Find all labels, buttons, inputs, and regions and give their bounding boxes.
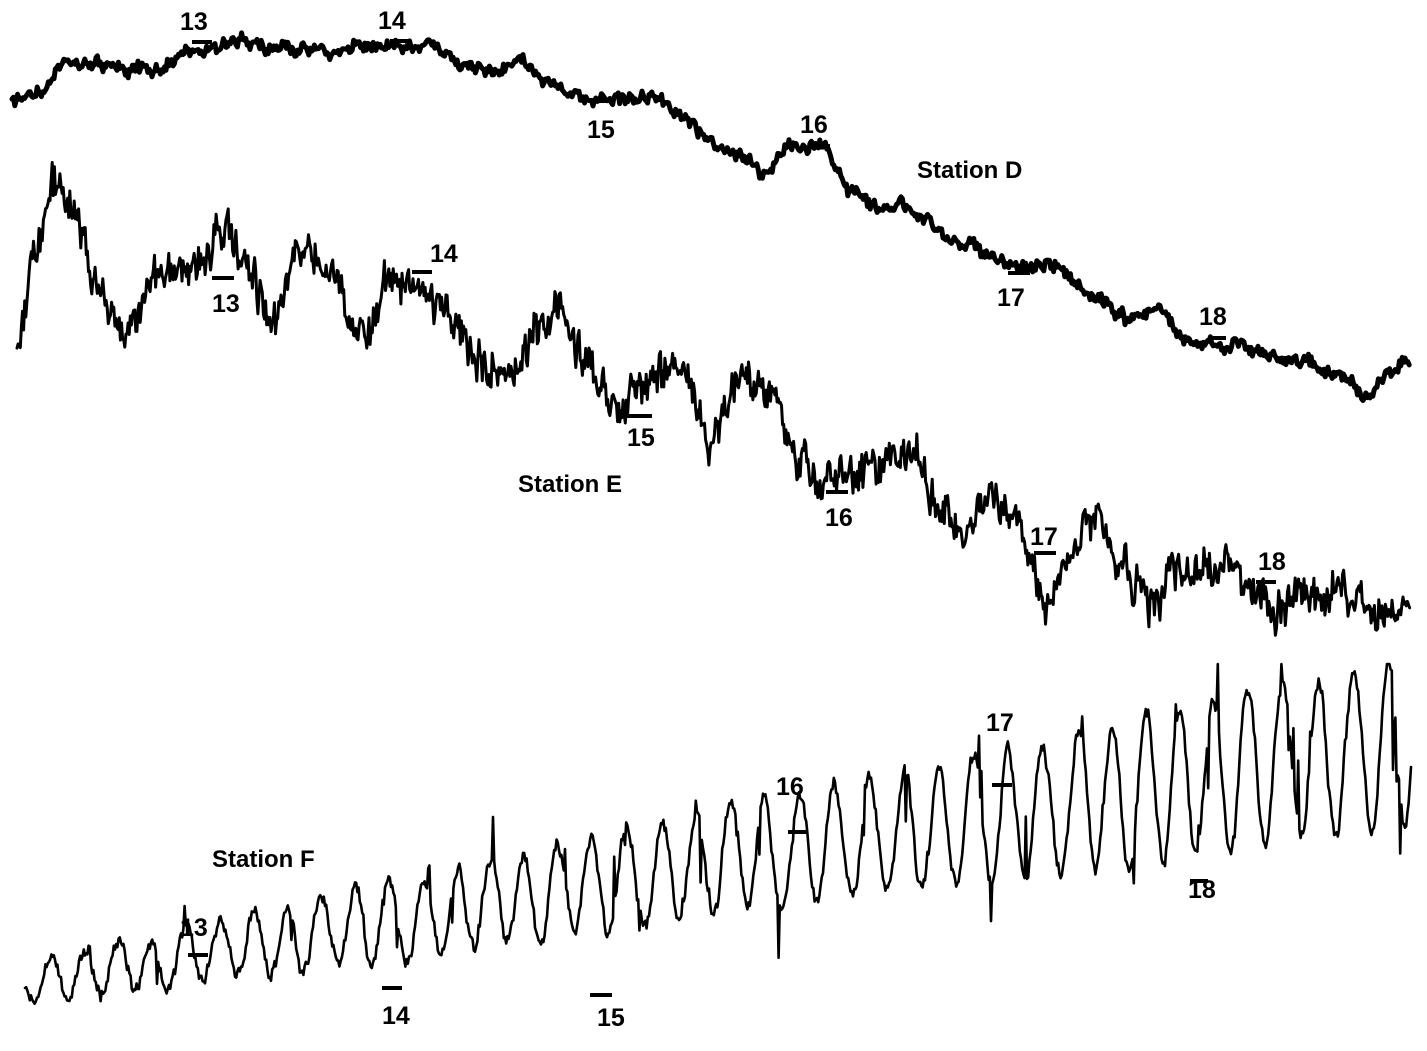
hour-label-13: 13 [180,8,208,36]
station-d-label: Station D [917,157,1022,184]
hour-label-17: 17 [997,284,1025,312]
station-e-label: Station E [518,471,622,498]
station-f-label: Station F [212,846,315,873]
hour-label-15: 15 [597,1004,625,1032]
hour-label-14: 14 [430,240,458,268]
station-d-record: Station D 13 14 15 16 17 18 [9,7,1412,403]
hour-label-16: 16 [776,773,804,801]
station-f-record: Station F 13 14 15 16 17 18 [23,662,1413,1032]
station-e-record: Station E 13 14 15 16 17 18 [15,161,1412,637]
hour-label-14: 14 [382,1002,410,1030]
hour-label-17: 17 [986,709,1014,737]
hour-label-18: 18 [1199,303,1227,331]
hour-label-16: 16 [825,504,853,532]
station-d-trace [9,30,1412,403]
hour-label-13: 13 [180,914,208,942]
hour-label-16: 16 [800,111,828,139]
hour-label-18: 18 [1258,548,1286,576]
station-e-trace [15,161,1412,637]
hour-label-18: 18 [1188,876,1216,904]
station-f-trace [23,662,1413,1005]
hour-label-13: 13 [212,290,240,318]
hour-label-15: 15 [587,116,615,144]
hour-label-15: 15 [627,424,655,452]
hour-label-14: 14 [378,7,406,35]
hour-label-17: 17 [1030,523,1058,551]
